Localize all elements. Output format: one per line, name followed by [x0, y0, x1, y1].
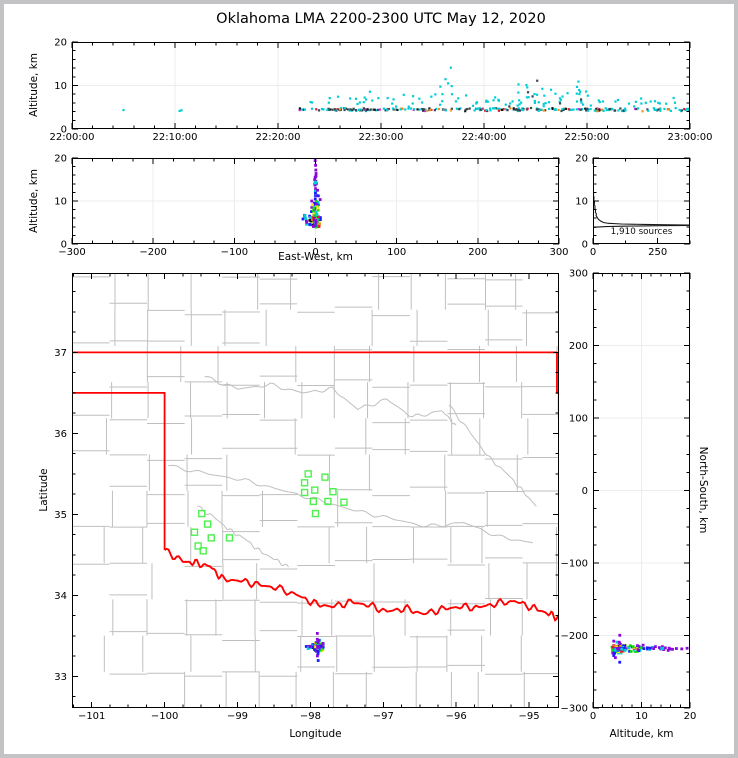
svg-text:22:40:00: 22:40:00: [462, 132, 507, 143]
svg-text:0: 0: [590, 711, 596, 722]
svg-text:−99: −99: [227, 711, 248, 722]
svg-text:10: 10: [54, 81, 67, 92]
svg-text:36: 36: [54, 429, 67, 440]
svg-text:10: 10: [575, 197, 588, 208]
svg-text:23:00:00: 23:00:00: [668, 132, 713, 143]
svg-text:−100: −100: [221, 247, 248, 258]
panel-ew-height: −300 −200 −100 0 100 200 300 0 10 20: [54, 154, 568, 259]
svg-text:300: 300: [549, 247, 568, 258]
svg-text:22:30:00: 22:30:00: [359, 132, 404, 143]
svg-text:200: 200: [569, 341, 588, 352]
chart-title: Oklahoma LMA 2200-2300 UTC May 12, 2020: [216, 11, 546, 27]
svg-text:20: 20: [54, 154, 67, 165]
map-ylabel: Latitude: [38, 468, 50, 512]
svg-text:100: 100: [387, 247, 406, 258]
svg-text:−100: −100: [151, 711, 178, 722]
svg-text:−97: −97: [373, 711, 394, 722]
ew-panel-xlabel: East-West, km: [278, 251, 353, 263]
svg-text:−95: −95: [519, 711, 540, 722]
panel-time-height: 22:00:00 22:10:00 22:20:00 22:30:00 22:40:00…: [50, 38, 713, 144]
svg-text:−96: −96: [446, 711, 467, 722]
svg-text:0: 0: [582, 486, 588, 497]
svg-text:10: 10: [54, 197, 67, 208]
svg-text:37: 37: [54, 348, 67, 359]
time-panel-ylabel: Altitude, km: [28, 52, 40, 118]
svg-text:35: 35: [54, 510, 67, 521]
svg-text:250: 250: [648, 247, 667, 258]
svg-text:200: 200: [468, 247, 487, 258]
svg-text:22:10:00: 22:10:00: [153, 132, 198, 143]
svg-text:0: 0: [61, 125, 67, 136]
svg-text:20: 20: [54, 38, 67, 49]
panel-alt-hist: 0 250 0 10 20: [575, 154, 691, 258]
panel-alt-ns: 0 10 20 −300 −200 −100 0 100 200 300: [561, 269, 697, 723]
svg-text:22:50:00: 22:50:00: [565, 132, 610, 143]
svg-text:22:00:00: 22:00:00: [50, 132, 95, 143]
svg-text:−98: −98: [300, 711, 321, 722]
svg-text:22:20:00: 22:20:00: [256, 132, 301, 143]
ns-panel-ylabel: North-South, km: [697, 446, 709, 534]
map-xlabel: Longitude: [289, 728, 342, 740]
svg-text:−100: −100: [561, 559, 588, 570]
svg-text:0: 0: [61, 240, 67, 251]
sources-count-label: 1,910 sources: [610, 227, 673, 237]
svg-text:0: 0: [590, 247, 596, 258]
svg-text:10: 10: [635, 711, 648, 722]
svg-text:−200: −200: [139, 247, 166, 258]
svg-text:20: 20: [575, 154, 588, 165]
svg-text:−101: −101: [78, 711, 105, 722]
svg-text:100: 100: [569, 414, 588, 425]
ns-panel-xlabel: Altitude, km: [609, 728, 674, 740]
svg-text:−200: −200: [561, 631, 588, 642]
ew-panel-ylabel: Altitude, km: [28, 168, 40, 234]
svg-text:34: 34: [54, 591, 67, 602]
svg-text:0: 0: [312, 247, 318, 258]
svg-text:−300: −300: [58, 247, 85, 258]
svg-text:0: 0: [582, 240, 588, 251]
svg-text:300: 300: [569, 269, 588, 280]
svg-text:20: 20: [684, 711, 697, 722]
svg-text:−300: −300: [561, 704, 588, 715]
panel-map: −101 −100 −99 −98 −97 −96 −95 33 34 35 36 37: [54, 273, 559, 722]
svg-text:33: 33: [54, 672, 67, 683]
